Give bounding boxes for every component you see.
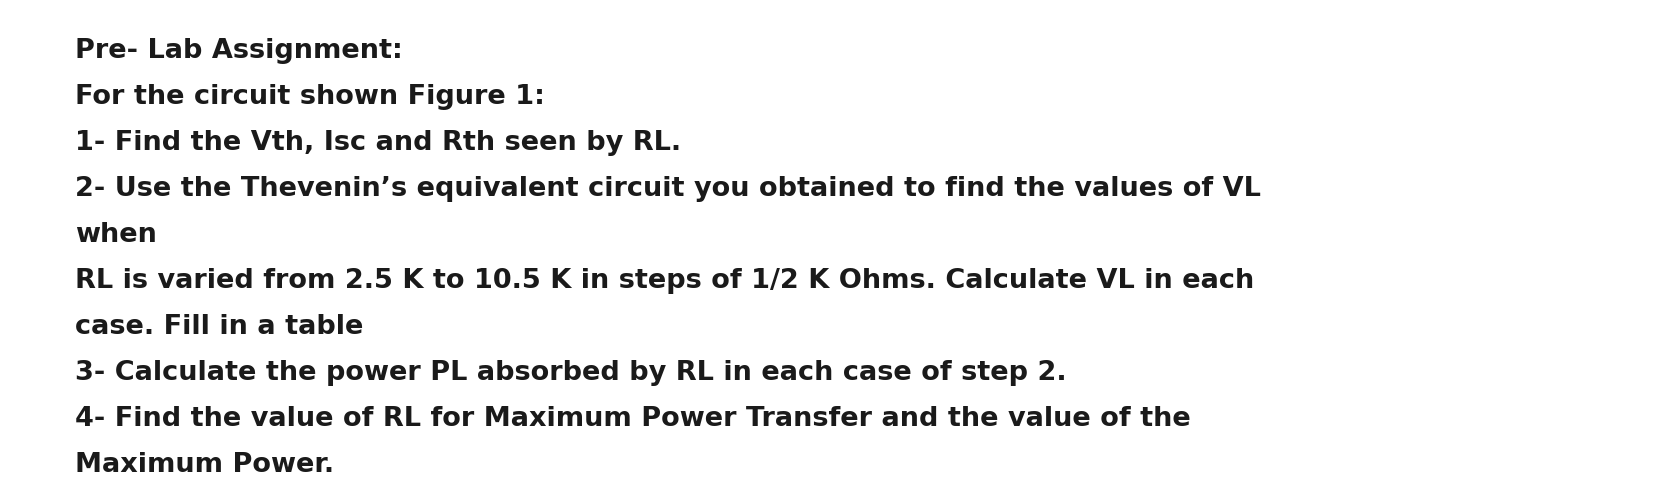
Text: 2- Use the Thevenin’s equivalent circuit you obtained to find the values of VL: 2- Use the Thevenin’s equivalent circuit… xyxy=(75,176,1261,202)
Text: when: when xyxy=(75,222,157,248)
Text: For the circuit shown Figure 1:: For the circuit shown Figure 1: xyxy=(75,84,544,110)
Text: Pre- Lab Assignment:: Pre- Lab Assignment: xyxy=(75,38,402,64)
Text: 3- Calculate the power PL absorbed by RL in each case of step 2.: 3- Calculate the power PL absorbed by RL… xyxy=(75,360,1067,386)
Text: case. Fill in a table: case. Fill in a table xyxy=(75,314,364,340)
Text: 1- Find the Vth, Isc and Rth seen by RL.: 1- Find the Vth, Isc and Rth seen by RL. xyxy=(75,130,681,156)
Text: Maximum Power.: Maximum Power. xyxy=(75,452,334,478)
Text: 4- Find the value of RL for Maximum Power Transfer and the value of the: 4- Find the value of RL for Maximum Powe… xyxy=(75,406,1191,432)
Text: RL is varied from 2.5 K to 10.5 K in steps of 1/2 K Ohms. Calculate VL in each: RL is varied from 2.5 K to 10.5 K in ste… xyxy=(75,268,1254,294)
